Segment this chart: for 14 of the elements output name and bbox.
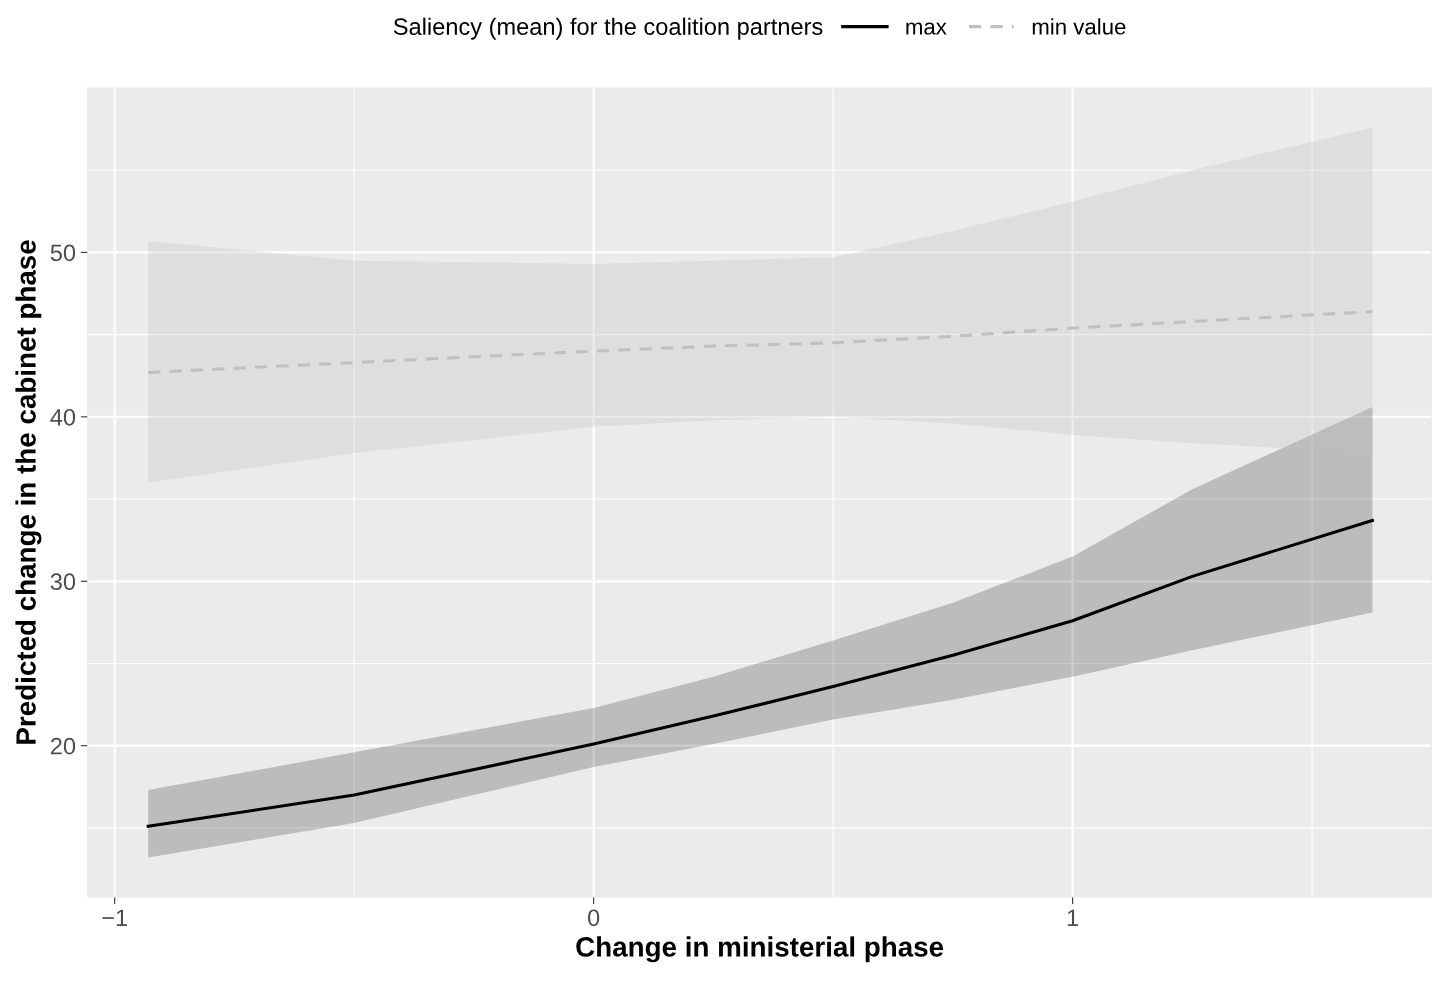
y-tick-label: 20 — [50, 737, 76, 755]
x-tick-label: 0 — [587, 909, 600, 927]
legend-title: Saliency (mean) for the coalition partners — [393, 17, 823, 40]
legend-label: min value — [1032, 18, 1126, 35]
y-axis-title: Predicted change in the cabinet phase — [15, 240, 42, 744]
legend-label: max — [906, 22, 947, 35]
line-series — [146, 518, 1374, 828]
y-tick-label: 30 — [50, 573, 76, 591]
y-tick-label: 50 — [50, 244, 76, 262]
x-tick-label: −1 — [102, 909, 127, 926]
x-tick-label: 1 — [1067, 909, 1079, 926]
line-series — [146, 310, 1374, 374]
x-axis-title: Change in ministerial phase — [576, 936, 944, 963]
y-tick-label: 40 — [50, 408, 76, 426]
